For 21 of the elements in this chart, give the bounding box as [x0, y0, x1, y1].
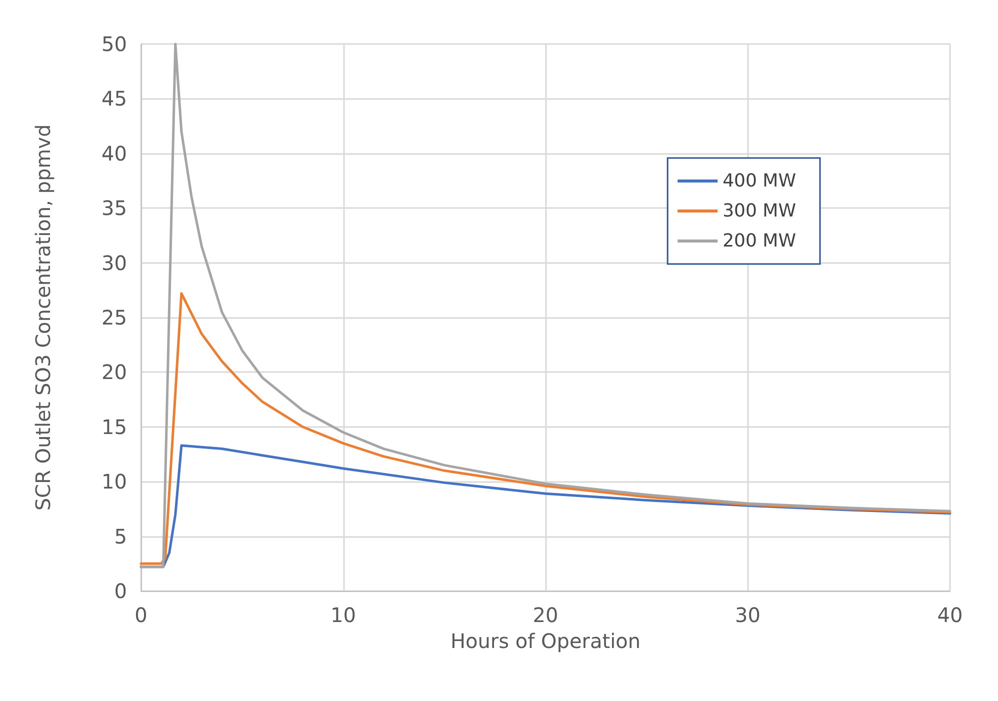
x-axis-title: Hours of Operation: [450, 629, 641, 653]
y-tick-label: 35: [102, 196, 127, 220]
x-tick-label: 10: [330, 603, 356, 627]
y-tick-label: 45: [102, 86, 127, 111]
x-tick-label: 0: [134, 603, 148, 627]
y-tick-label: 0: [114, 579, 127, 603]
y-tick-label: 20: [102, 360, 127, 384]
y-tick-label: 5: [114, 524, 127, 548]
legend-label: 300 MW: [722, 200, 796, 222]
x-tick-label: 30: [735, 603, 760, 627]
y-tick-label: 15: [102, 414, 127, 439]
y-tick-label: 25: [102, 306, 127, 330]
y-tick-label: 50: [102, 32, 127, 56]
x-tick-label: 40: [937, 603, 963, 627]
legend-label: 400 MW: [722, 170, 796, 192]
y-tick-label: 40: [102, 141, 127, 166]
y-axis-title: SCR Outlet SO3 Concentration, ppmvd: [31, 124, 55, 511]
y-tick-label: 30: [102, 250, 127, 275]
y-tick-label: 10: [102, 470, 127, 494]
legend-label: 200 MW: [722, 230, 796, 252]
x-tick-label: 20: [532, 603, 558, 627]
